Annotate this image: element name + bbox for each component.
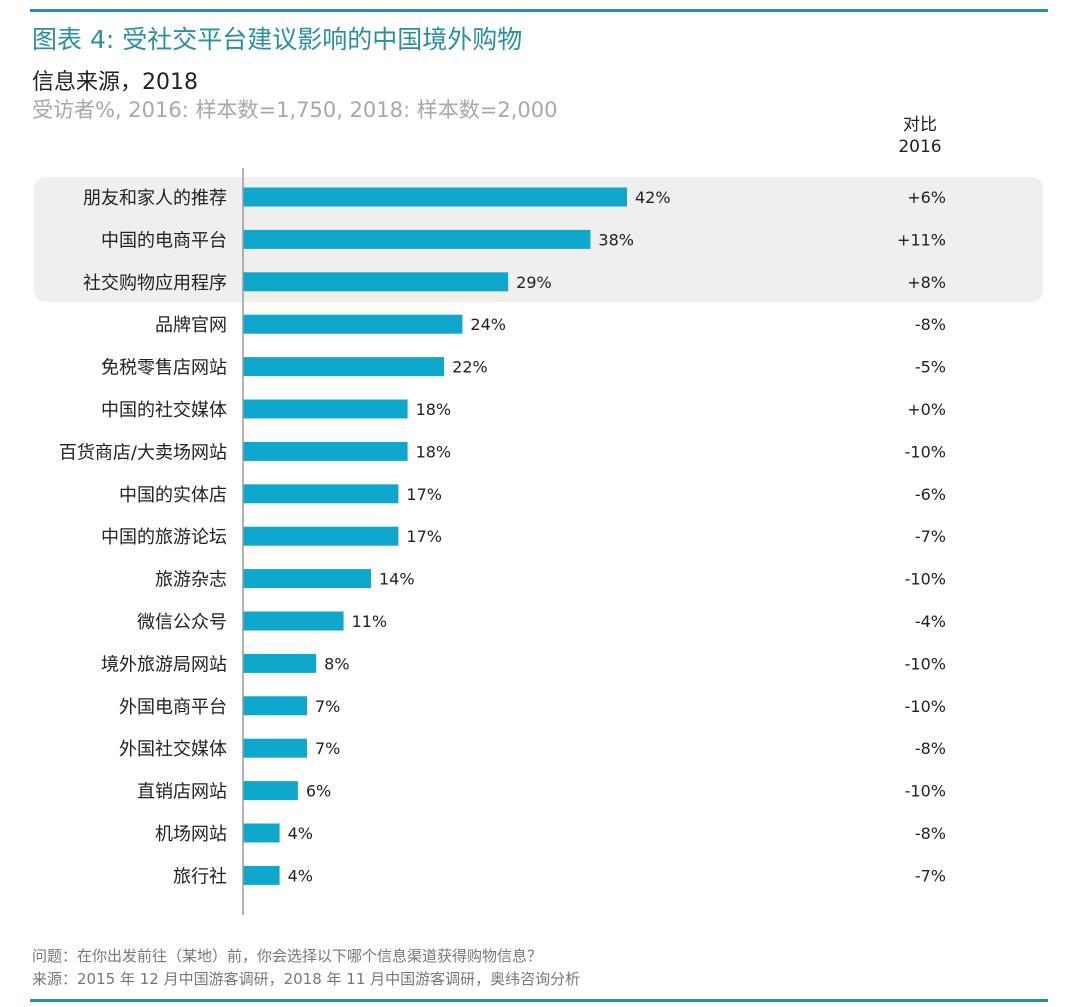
bar bbox=[243, 272, 509, 292]
category-label: 品牌官网 bbox=[155, 315, 227, 336]
category-label: 中国的旅游论坛 bbox=[101, 527, 227, 548]
value-label: 8% bbox=[324, 654, 349, 673]
bar bbox=[243, 357, 445, 377]
top-rule bbox=[30, 9, 1048, 12]
change-label: -8% bbox=[915, 739, 946, 758]
change-label: -10% bbox=[905, 782, 946, 801]
value-label: 18% bbox=[416, 400, 452, 419]
bar bbox=[243, 484, 399, 504]
footnote-question: 问题：在你出发前往（某地）前，你会选择以下哪个信息渠道获得购物信息？ bbox=[32, 947, 543, 965]
change-label: -8% bbox=[915, 824, 946, 843]
bar bbox=[243, 611, 344, 631]
footnote-source: 来源：2015 年 12 月中国游客调研，2018 年 11 月中国游客调研，奥… bbox=[32, 970, 581, 988]
bar bbox=[243, 865, 280, 885]
bar bbox=[243, 314, 463, 334]
change-label: -7% bbox=[915, 866, 946, 885]
chart-title: 图表 4: 受社交平台建议影响的中国境外购物 bbox=[32, 25, 523, 54]
comparison-header-line1: 对比 bbox=[903, 115, 937, 135]
value-label: 38% bbox=[598, 230, 634, 249]
value-label: 14% bbox=[379, 570, 415, 589]
change-label: -5% bbox=[915, 358, 946, 377]
bottom-rule bbox=[30, 999, 1048, 1002]
chart-subtitle: 信息来源，2018 bbox=[32, 70, 198, 95]
category-label: 免税零售店网站 bbox=[101, 358, 227, 379]
value-label: 7% bbox=[315, 739, 340, 758]
change-label: +6% bbox=[907, 188, 946, 207]
category-label: 中国的电商平台 bbox=[101, 230, 227, 251]
bar bbox=[243, 653, 317, 673]
value-label: 22% bbox=[452, 358, 488, 377]
change-label: -8% bbox=[915, 315, 946, 334]
category-label: 中国的实体店 bbox=[119, 485, 227, 506]
change-label: -10% bbox=[905, 570, 946, 589]
change-label: +0% bbox=[907, 400, 946, 419]
category-label: 中国的社交媒体 bbox=[101, 400, 227, 421]
bar bbox=[243, 569, 371, 589]
comparison-column-header: 对比 2016 bbox=[880, 114, 960, 158]
category-label: 机场网站 bbox=[155, 824, 227, 845]
bar bbox=[243, 738, 307, 758]
change-label: -4% bbox=[915, 612, 946, 631]
value-label: 6% bbox=[306, 782, 331, 801]
category-label: 微信公众号 bbox=[137, 612, 227, 633]
change-label: -10% bbox=[905, 442, 946, 461]
value-label: 7% bbox=[315, 697, 340, 716]
bar bbox=[243, 229, 591, 249]
category-label: 直销店网站 bbox=[137, 782, 227, 803]
value-label: 42% bbox=[635, 188, 671, 207]
bar bbox=[243, 781, 298, 801]
value-label: 17% bbox=[406, 527, 442, 546]
change-label: -6% bbox=[915, 485, 946, 504]
category-label: 朋友和家人的推荐 bbox=[83, 188, 227, 209]
bar bbox=[243, 526, 399, 546]
category-label: 旅游杂志 bbox=[155, 570, 227, 591]
value-label: 18% bbox=[416, 442, 452, 461]
category-label: 旅行社 bbox=[173, 866, 227, 887]
category-label: 外国电商平台 bbox=[119, 697, 227, 718]
change-label: -10% bbox=[905, 697, 946, 716]
category-label: 外国社交媒体 bbox=[119, 739, 227, 760]
value-label: 11% bbox=[352, 612, 388, 631]
value-label: 4% bbox=[288, 866, 313, 885]
change-label: +11% bbox=[897, 230, 946, 249]
value-label: 29% bbox=[516, 273, 552, 292]
value-label: 24% bbox=[470, 315, 506, 334]
value-label: 17% bbox=[406, 485, 442, 504]
sample-size-note: 受访者%, 2016: 样本数=1,750, 2018: 样本数=2,000 bbox=[32, 98, 558, 122]
bar bbox=[243, 441, 408, 461]
bar bbox=[243, 823, 280, 843]
value-label: 4% bbox=[288, 824, 313, 843]
change-label: -7% bbox=[915, 527, 946, 546]
change-label: -10% bbox=[905, 654, 946, 673]
bar bbox=[243, 187, 627, 207]
category-label: 社交购物应用程序 bbox=[83, 273, 227, 294]
comparison-header-line2: 2016 bbox=[898, 137, 942, 157]
category-label: 境外旅游局网站 bbox=[101, 654, 227, 675]
category-label: 百货商店/大卖场网站 bbox=[59, 442, 227, 463]
change-label: +8% bbox=[907, 273, 946, 292]
bar bbox=[243, 399, 408, 419]
bar bbox=[243, 696, 307, 716]
